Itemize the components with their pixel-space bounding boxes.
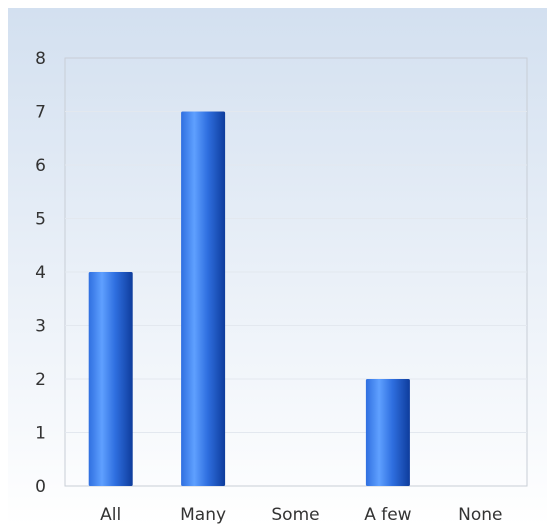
y-tick-label: 8 [35, 49, 46, 69]
x-tick-label: All [100, 505, 121, 525]
bar-many [181, 111, 226, 486]
x-axis-ticks: All Many Some A few None [100, 505, 502, 525]
y-tick-label: 5 [35, 210, 46, 230]
bar-all [88, 272, 133, 486]
y-tick-label: 3 [35, 317, 46, 337]
x-tick-label: Some [271, 505, 319, 525]
y-tick-label: 2 [35, 370, 46, 390]
x-tick-label: None [458, 505, 502, 525]
y-tick-label: 1 [35, 424, 46, 444]
x-tick-label: Many [180, 505, 226, 525]
y-tick-label: 4 [35, 263, 46, 283]
y-tick-label: 6 [35, 156, 46, 176]
y-axis-ticks: 0 1 2 3 4 5 6 7 8 [35, 49, 46, 497]
y-tick-label: 0 [35, 477, 46, 497]
bar-a-few [365, 379, 410, 486]
bars [88, 111, 410, 486]
gridlines [65, 111, 527, 433]
x-tick-label: A few [364, 505, 411, 525]
y-tick-label: 7 [35, 103, 46, 123]
